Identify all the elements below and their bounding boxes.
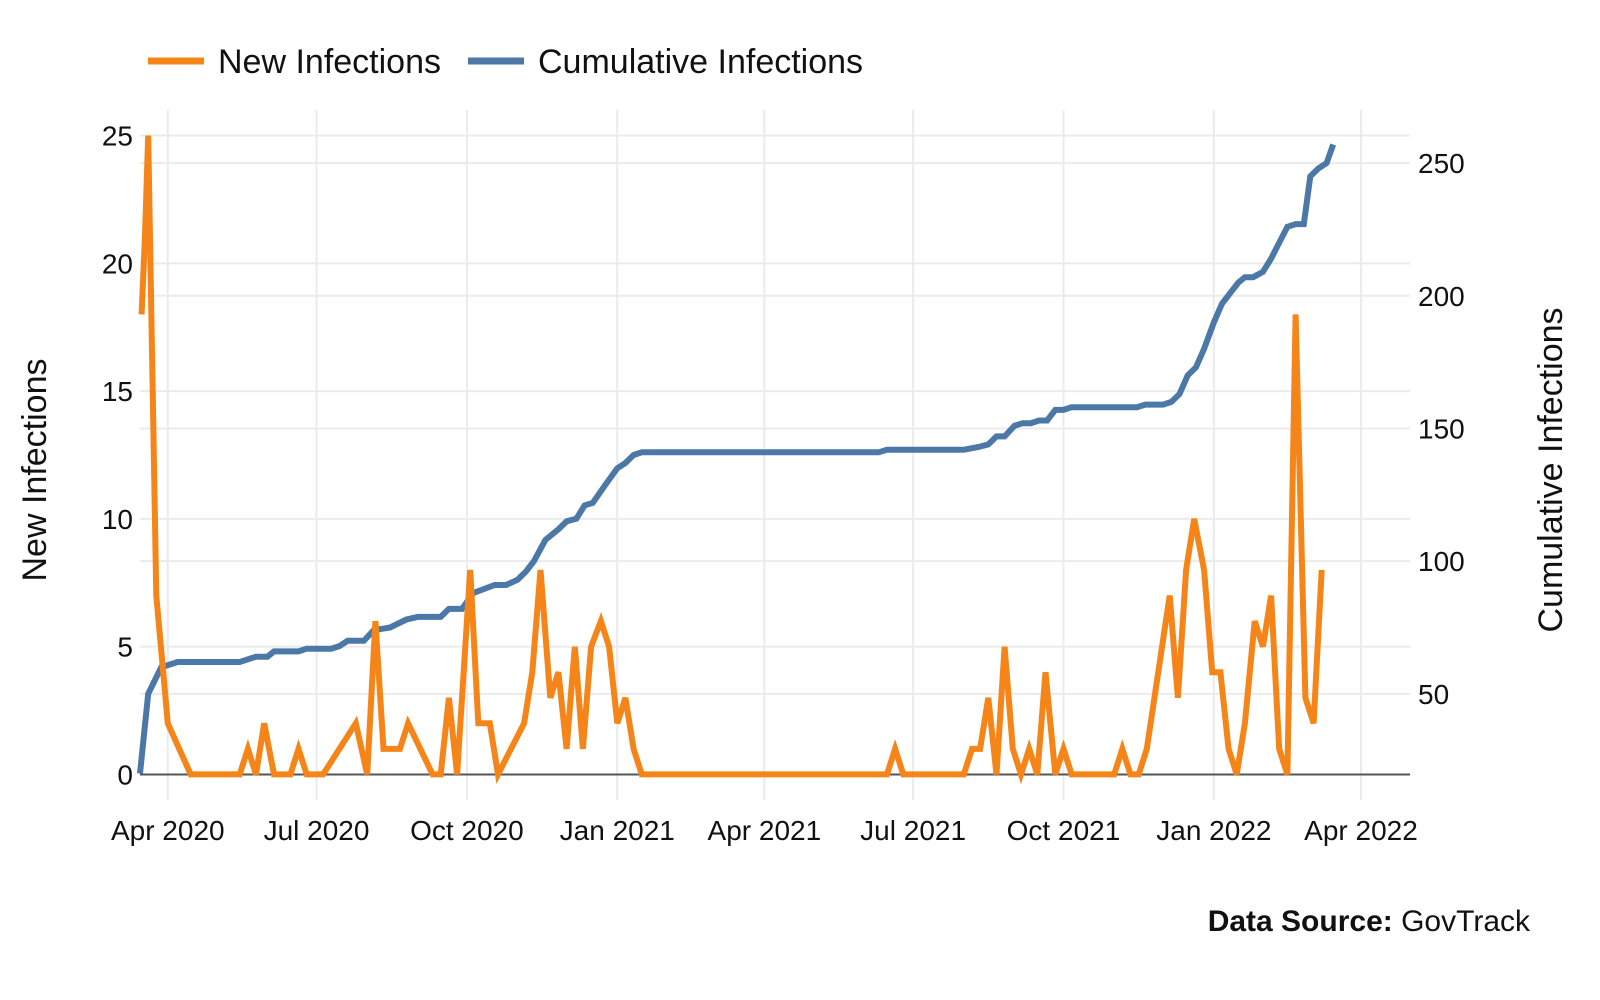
left-y-axis-ticks: 0 5 10 15 20 25: [102, 121, 133, 791]
right-y-tick-label: 200: [1418, 281, 1465, 312]
x-axis-ticks: Apr 2020 Jul 2020 Oct 2020 Jan 2021 Apr 2021…: [111, 815, 1418, 846]
right-y-tick-label: 100: [1418, 546, 1465, 577]
left-y-tick-label: 0: [117, 759, 133, 790]
data-source-note: Data Source: GovTrack: [1208, 905, 1530, 939]
x-tick-label: Jan 2021: [560, 815, 675, 846]
cumulative-infections-line: [137, 143, 1337, 774]
legend: New Infections Cumulative Infections: [148, 43, 863, 81]
new-infections-line: [138, 135, 1325, 785]
right-y-axis-ticks: 50 100 150 200 250: [1418, 148, 1465, 710]
x-tick-label: Jul 2020: [264, 815, 370, 846]
legend-label: New Infections: [218, 43, 441, 81]
x-tick-label: Jul 2021: [860, 815, 966, 846]
left-y-tick-label: 20: [102, 248, 133, 279]
legend-label: Cumulative Infections: [538, 43, 863, 81]
x-tick-label: Oct 2020: [410, 815, 524, 846]
x-tick-label: Apr 2021: [708, 815, 822, 846]
left-y-tick-label: 10: [102, 504, 133, 535]
right-y-tick-label: 50: [1418, 679, 1449, 710]
x-tick-label: Jan 2022: [1156, 815, 1271, 846]
left-y-axis-title: New Infections: [16, 359, 54, 582]
x-tick-label: Apr 2020: [111, 815, 225, 846]
left-y-tick-label: 25: [102, 121, 133, 152]
left-y-tick-label: 5: [117, 632, 133, 663]
legend-item-cumulative-infections: Cumulative Infections: [468, 43, 863, 81]
legend-item-new-infections: New Infections: [148, 43, 441, 81]
data-source-value: GovTrack: [1401, 905, 1530, 938]
right-y-axis-title: Cumulative Infections: [1532, 307, 1570, 632]
x-tick-label: Apr 2022: [1304, 815, 1418, 846]
left-y-tick-label: 15: [102, 376, 133, 407]
series-lines: [137, 135, 1337, 785]
gridlines: [140, 110, 1410, 800]
right-y-tick-label: 150: [1418, 413, 1465, 444]
x-tick-label: Oct 2021: [1007, 815, 1121, 846]
data-source-label: Data Source:: [1207, 905, 1393, 938]
right-y-tick-label: 250: [1418, 148, 1465, 179]
